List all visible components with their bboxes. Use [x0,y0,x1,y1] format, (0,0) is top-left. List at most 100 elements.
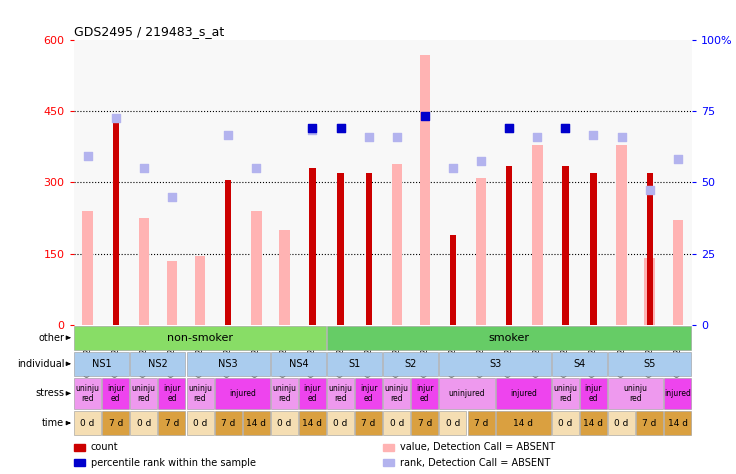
Bar [366,173,372,325]
Point [307,124,319,132]
Text: uninju
red: uninju red [188,384,212,403]
Point [222,131,234,139]
Point [250,164,262,172]
Bar [495,378,551,409]
Bar [166,261,177,325]
Text: rank, Detection Call = ABSENT: rank, Detection Call = ABSENT [400,458,551,468]
Text: uninju
red: uninju red [385,384,408,403]
Text: uninjured: uninjured [449,389,485,398]
Bar [616,145,627,325]
Bar [608,378,663,409]
Bar [130,411,158,435]
Bar [327,378,354,409]
Text: 14 d: 14 d [584,419,604,428]
Text: NS2: NS2 [148,359,168,369]
Bar [552,411,579,435]
Point [447,164,459,172]
Point [335,124,347,132]
Text: 14 d: 14 d [668,419,687,428]
Bar [195,256,205,325]
Text: S1: S1 [348,359,361,369]
Text: uninju
red: uninju red [553,384,577,403]
Text: GDS2495 / 219483_s_at: GDS2495 / 219483_s_at [74,25,224,38]
Text: 7 d: 7 d [643,419,657,428]
Point [419,112,431,120]
Bar [467,411,495,435]
Bar [158,378,185,409]
Text: 14 d: 14 d [513,419,533,428]
Text: 7 d: 7 d [474,419,488,428]
Text: injured: injured [229,389,255,398]
Bar [608,352,691,376]
Text: uninju
red: uninju red [132,384,156,403]
Bar [271,352,326,376]
Text: value, Detection Call = ABSENT: value, Detection Call = ABSENT [400,442,555,452]
Text: other: other [38,333,64,343]
Text: NS1: NS1 [92,359,112,369]
Bar [102,411,130,435]
Text: 14 d: 14 d [302,419,322,428]
Text: S5: S5 [643,359,656,369]
Bar [74,326,326,350]
Bar [130,352,185,376]
Bar [580,411,607,435]
Bar [327,411,354,435]
Bar [138,218,149,325]
Bar [271,411,298,435]
Text: injur
ed: injur ed [584,384,602,403]
Bar [74,378,101,409]
Text: injured: injured [510,389,537,398]
Bar [299,411,326,435]
Text: uninju
red: uninju red [328,384,353,403]
Point [503,124,515,132]
Bar [646,173,653,325]
Bar [299,378,326,409]
Point [559,124,571,132]
Bar [225,180,231,325]
Text: 0 d: 0 d [193,419,208,428]
Text: 0 d: 0 d [137,419,151,428]
Text: NS4: NS4 [289,359,308,369]
Text: individual: individual [17,359,64,369]
Point [559,124,571,132]
Bar [439,352,551,376]
Text: injured: injured [665,389,691,398]
Bar [186,352,270,376]
Bar [411,378,439,409]
Bar [74,459,85,466]
Text: 14 d: 14 d [247,419,266,428]
Text: 7 d: 7 d [361,419,376,428]
Point [138,164,149,172]
Bar [532,145,542,325]
Text: injur
ed: injur ed [416,384,434,403]
Bar [439,411,467,435]
Bar [251,211,261,325]
Bar [439,378,495,409]
Point [82,153,93,160]
Bar [580,378,607,409]
Bar [636,411,663,435]
Text: 0 d: 0 d [333,419,347,428]
Bar [82,211,93,325]
Point [531,134,543,141]
Text: percentile rank within the sample: percentile rank within the sample [91,458,256,468]
Text: S3: S3 [489,359,501,369]
Point [672,155,684,163]
Bar [552,378,579,409]
Text: 7 d: 7 d [221,419,236,428]
Text: uninju
red: uninju red [76,384,99,403]
Bar [420,55,430,325]
Bar [215,411,241,435]
Point [363,134,375,141]
Bar [113,116,119,325]
Text: injur
ed: injur ed [163,384,181,403]
Text: non-smoker: non-smoker [167,333,233,343]
Point [616,134,628,141]
Bar [74,352,130,376]
Text: NS3: NS3 [219,359,238,369]
Text: 0 d: 0 d [80,419,95,428]
Bar [355,378,382,409]
Point [475,157,487,165]
Point [166,193,178,201]
Bar [186,411,213,435]
